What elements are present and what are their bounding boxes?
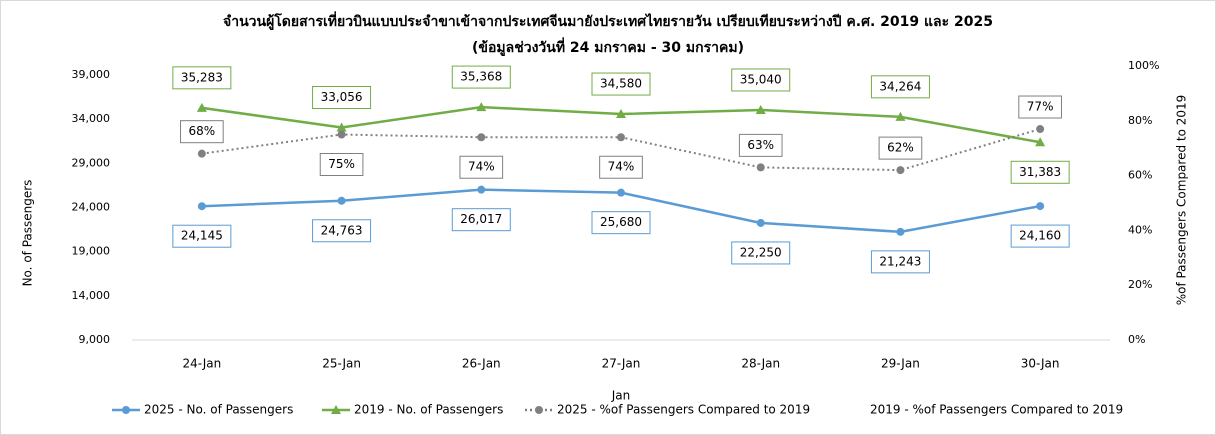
data-label-box [180, 120, 224, 144]
data-label: 24,145 [181, 229, 223, 243]
y-tick-label: 29,000 [72, 156, 111, 169]
data-label: 34,580 [600, 77, 642, 91]
data-label: 68% [189, 124, 216, 138]
point [756, 163, 765, 172]
series: 68% 75% 74% 74% 63% 62% 77% [180, 95, 1062, 179]
point [1036, 202, 1045, 211]
data-label-box [319, 153, 364, 176]
point [477, 133, 486, 142]
point [895, 111, 906, 121]
data-label-box [878, 136, 923, 160]
data-label-box [731, 68, 791, 92]
y-tick-label: 9,000 [79, 333, 111, 346]
point [617, 188, 625, 197]
data-label-box [172, 224, 232, 248]
point [477, 185, 486, 194]
y-tick-label: 14,000 [72, 289, 111, 302]
data-label: 33,056 [321, 90, 363, 104]
y-tick-label: 19,000 [72, 245, 111, 258]
point [476, 102, 487, 112]
y2-tick-label: 60% [1128, 169, 1152, 182]
data-label: 21,243 [879, 254, 921, 268]
chart-subtitle: (ข้อมูลช่วงวันที่ 24 มกราคม - 30 มกราคม) [472, 37, 744, 56]
x-axis-label: Jan [611, 389, 631, 403]
data-label-box [1018, 95, 1062, 119]
data-label: 31,383 [1019, 165, 1061, 179]
data-label: 74% [608, 160, 635, 174]
data-label: 34,264 [879, 79, 921, 93]
data-label-box [599, 155, 643, 179]
point [337, 130, 346, 139]
data-label: 25,680 [600, 215, 642, 229]
data-label: 62% [887, 141, 914, 155]
data-label-box [451, 208, 511, 232]
point [336, 122, 347, 132]
data-label-box [312, 86, 372, 110]
data-label-box [731, 241, 791, 265]
y2-tick-label: 80% [1128, 114, 1152, 127]
legend-marker [122, 406, 130, 414]
y2-tick-label: 20% [1128, 278, 1152, 291]
y-tick-label: 39,000 [72, 68, 111, 81]
y2-axis-label: %of Passengers Compared to 2019 [1175, 95, 1189, 306]
x-tick-label: 24-Jan [182, 357, 221, 371]
point [755, 104, 766, 114]
y2-tick-label: 40% [1128, 223, 1152, 236]
legend-label: 2019 - No. of Passengers [354, 403, 503, 417]
point [196, 102, 207, 112]
data-label: 24,763 [321, 223, 363, 237]
point [1035, 137, 1046, 147]
point [896, 227, 905, 236]
legend-marker [535, 406, 543, 414]
x-tick-label: 27-Jan [602, 357, 641, 371]
data-label: 74% [468, 160, 495, 174]
data-label: 26,017 [460, 212, 502, 226]
data-label-box [312, 219, 372, 243]
data-label: 24,160 [1019, 229, 1061, 243]
legend-label: 2019 - %of Passengers Compared to 2019 [870, 403, 1123, 417]
data-label: 22,250 [740, 245, 782, 259]
point [896, 166, 905, 175]
data-label: 63% [747, 138, 774, 152]
legend-label: 2025 - %of Passengers Compared to 2019 [557, 403, 810, 417]
data-label-box [591, 211, 651, 235]
point [617, 133, 625, 142]
x-tick-label: 30-Jan [1021, 357, 1060, 371]
y2-tick-label: 100% [1128, 59, 1159, 72]
data-label-box [1010, 224, 1070, 248]
chart-title: จำนวนผู้โดยสารเที่ยวบินแบบประจำขาเข้าจาก… [223, 11, 993, 30]
series: 35,283 33,056 35,368 34,580 35,040 34,264 31,3… [172, 65, 1070, 184]
point [197, 202, 206, 211]
y-tick-label: 34,000 [72, 112, 111, 125]
point [756, 218, 765, 227]
x-tick-label: 29-Jan [881, 357, 920, 371]
x-tick-label: 26-Jan [462, 357, 501, 371]
data-label-box [1010, 160, 1070, 184]
point [616, 109, 626, 119]
data-label: 35,040 [740, 72, 782, 86]
data-label-box [172, 66, 232, 90]
data-label-box [738, 133, 783, 157]
data-label-box [459, 155, 504, 179]
series: 24,145 24,763 26,017 25,680 22,250 21,243 24,1… [172, 185, 1070, 274]
data-label: 75% [328, 157, 355, 171]
data-label-box [870, 75, 930, 99]
point [337, 196, 346, 205]
y-tick-label: 24,000 [72, 201, 111, 214]
point [1036, 125, 1045, 134]
legend-label: 2025 - No. of Passengers [144, 403, 293, 417]
y-axis-label: No. of Passengers [21, 180, 35, 287]
data-label-box [591, 72, 651, 96]
data-label-box [870, 250, 930, 274]
data-label: 77% [1027, 100, 1054, 114]
x-tick-label: 28-Jan [741, 357, 780, 371]
data-label: 35,368 [460, 70, 502, 84]
point [197, 149, 206, 158]
x-tick-label: 25-Jan [322, 357, 361, 371]
data-label: 35,283 [181, 70, 223, 84]
data-label-box [451, 65, 511, 89]
legend-marker [331, 405, 341, 414]
y2-tick-label: 0% [1128, 333, 1145, 346]
